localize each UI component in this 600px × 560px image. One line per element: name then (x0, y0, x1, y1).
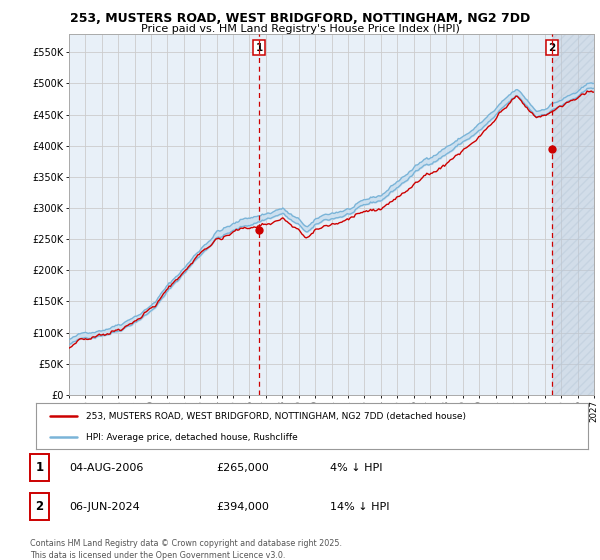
Text: Contains HM Land Registry data © Crown copyright and database right 2025.
This d: Contains HM Land Registry data © Crown c… (30, 539, 342, 559)
Text: Price paid vs. HM Land Registry's House Price Index (HPI): Price paid vs. HM Land Registry's House … (140, 24, 460, 34)
Text: 14% ↓ HPI: 14% ↓ HPI (330, 502, 389, 512)
Text: 2: 2 (548, 43, 556, 53)
Text: 4% ↓ HPI: 4% ↓ HPI (330, 463, 383, 473)
Text: 2: 2 (35, 500, 44, 514)
Text: 253, MUSTERS ROAD, WEST BRIDGFORD, NOTTINGHAM, NG2 7DD (detached house): 253, MUSTERS ROAD, WEST BRIDGFORD, NOTTI… (86, 412, 466, 421)
Text: £265,000: £265,000 (216, 463, 269, 473)
Text: £394,000: £394,000 (216, 502, 269, 512)
Text: 253, MUSTERS ROAD, WEST BRIDGFORD, NOTTINGHAM, NG2 7DD: 253, MUSTERS ROAD, WEST BRIDGFORD, NOTTI… (70, 12, 530, 25)
Text: 06-JUN-2024: 06-JUN-2024 (69, 502, 140, 512)
Text: 04-AUG-2006: 04-AUG-2006 (69, 463, 143, 473)
Text: 1: 1 (35, 461, 44, 474)
Text: HPI: Average price, detached house, Rushcliffe: HPI: Average price, detached house, Rush… (86, 433, 298, 442)
Text: 1: 1 (256, 43, 263, 53)
